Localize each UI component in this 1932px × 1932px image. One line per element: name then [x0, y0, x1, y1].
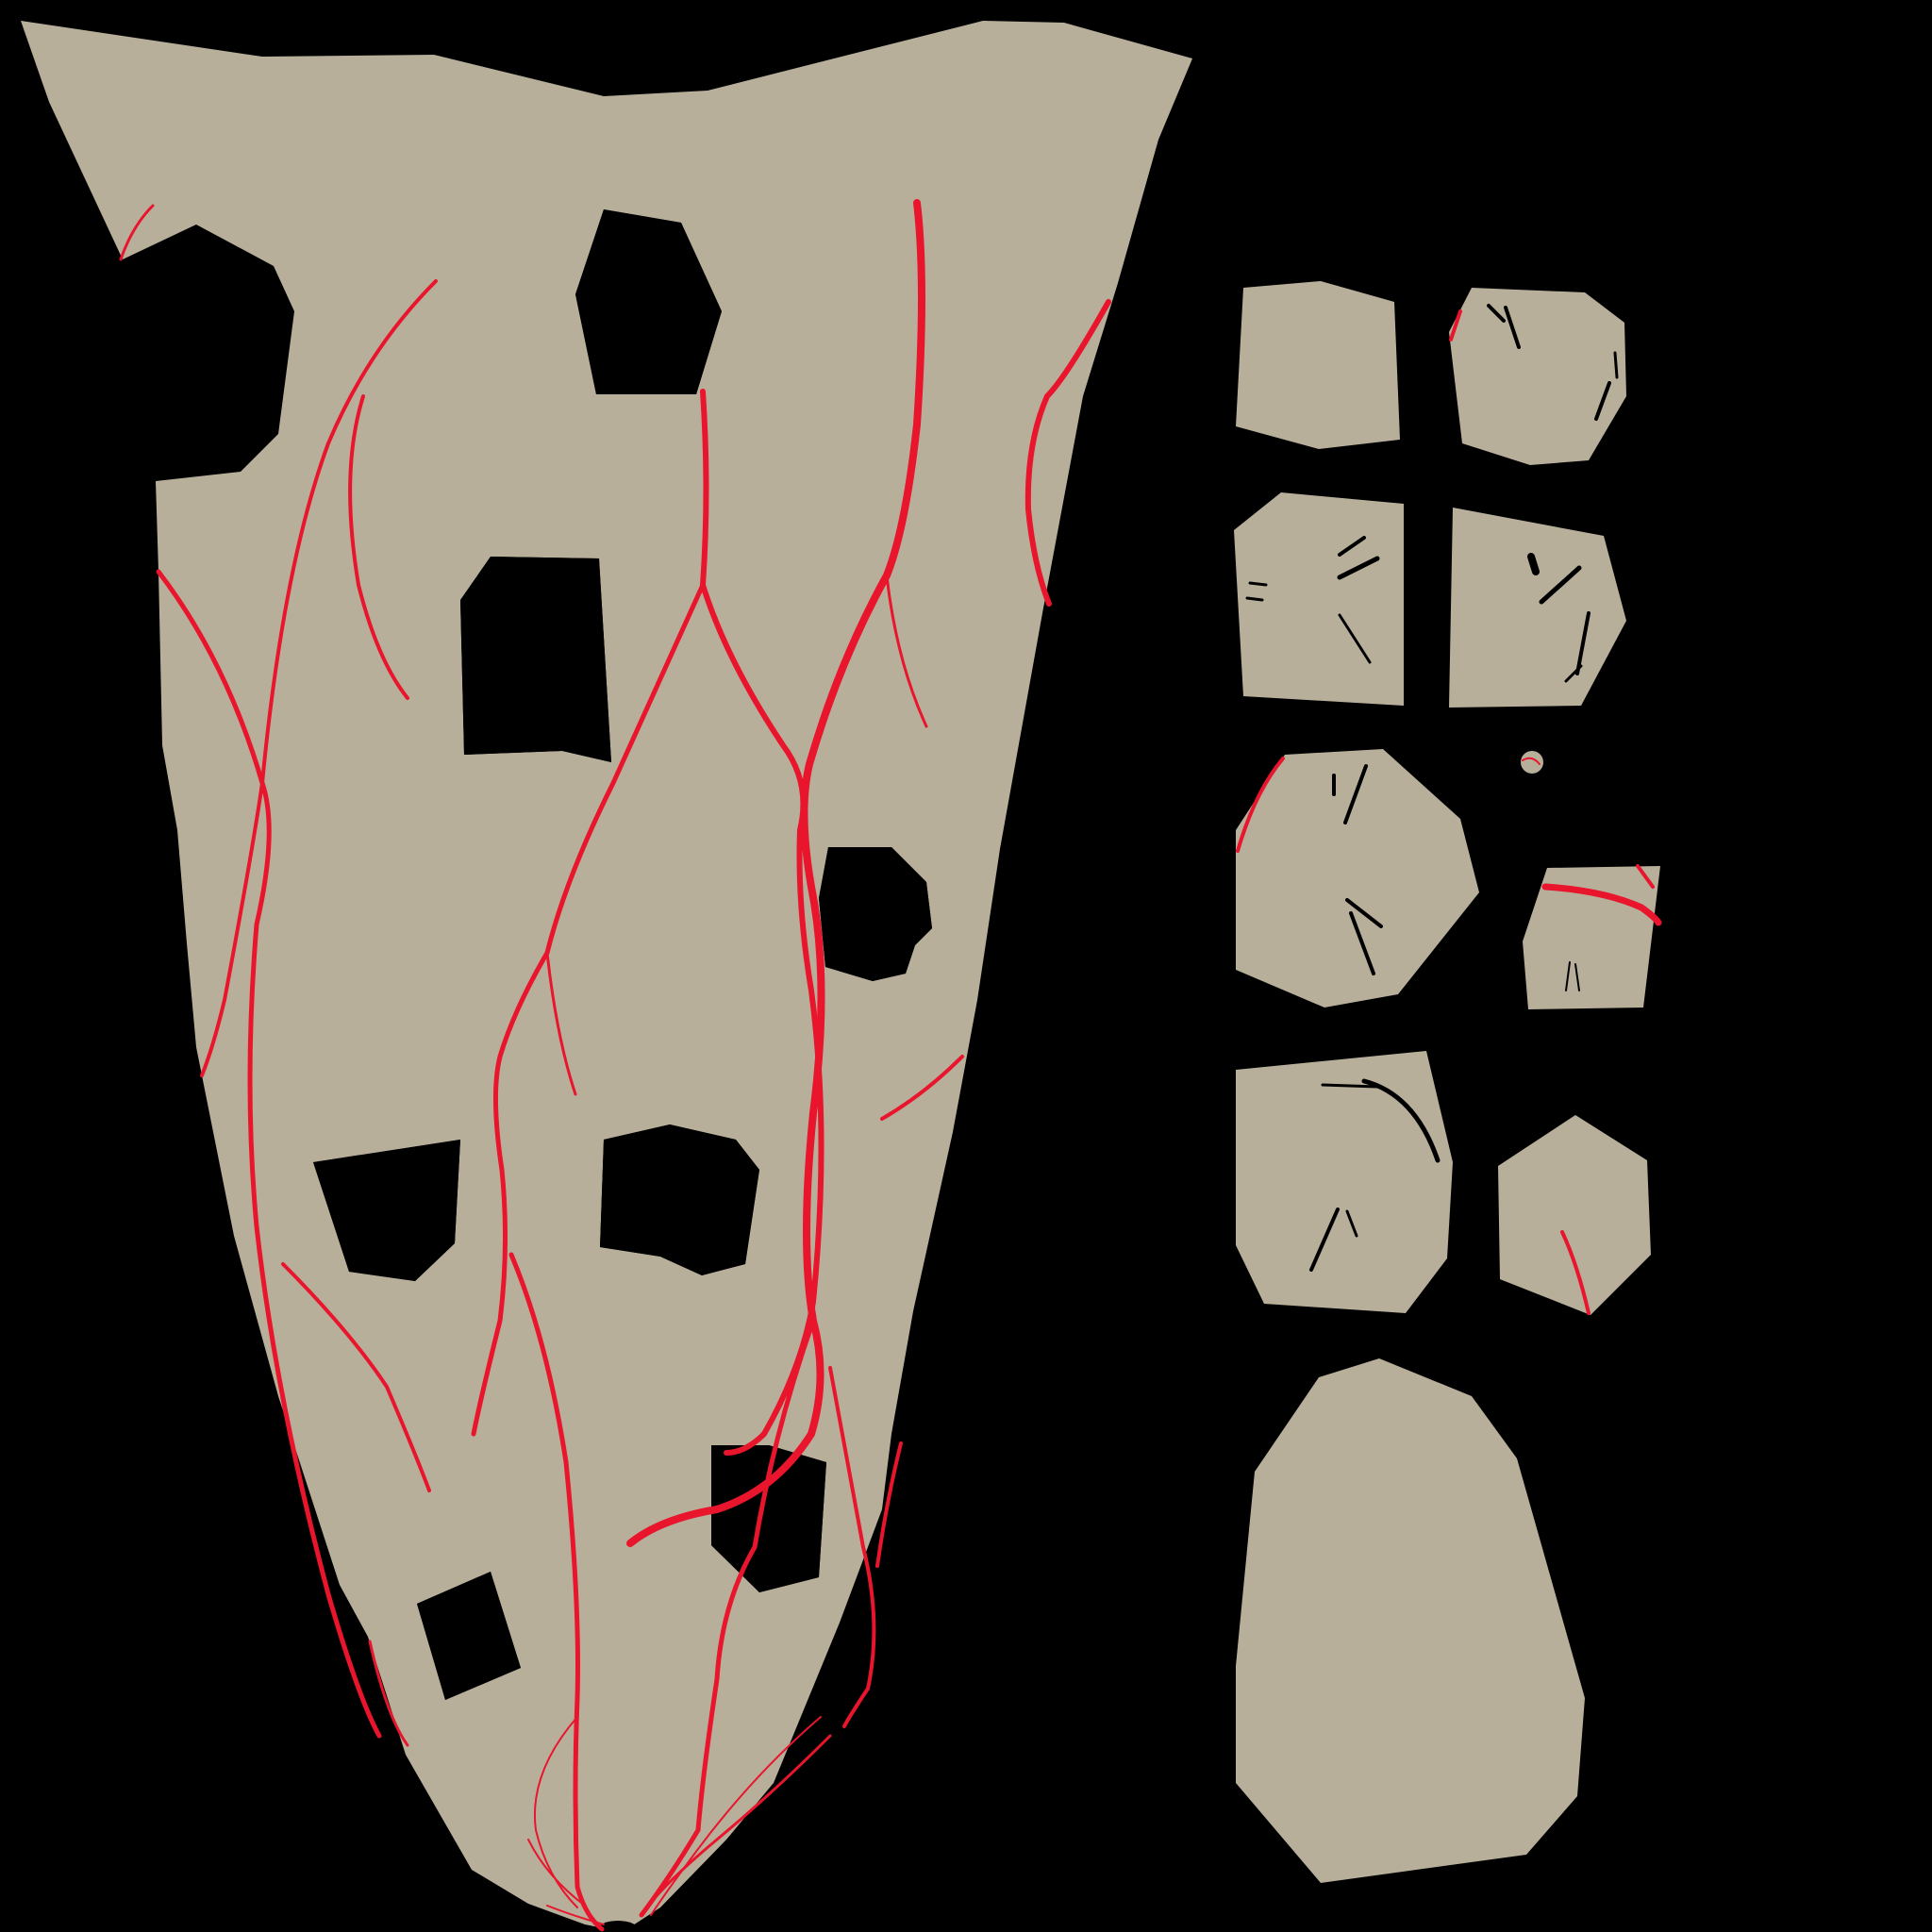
hole-tip [597, 1921, 639, 1932]
vein-center-left [471, 582, 706, 1437]
vein-left-long [156, 569, 382, 1739]
scratch-marks [1565, 961, 1580, 991]
scratch-marks [1527, 553, 1591, 683]
vein-lower-left-branch [281, 1262, 431, 1492]
patch-mid-right [1449, 508, 1626, 708]
vein-left-outer [200, 781, 264, 1077]
hole-hex-middle [600, 1124, 759, 1275]
vein-right-branch [885, 574, 928, 728]
edge-vein [1449, 309, 1462, 341]
patch-octagon [1236, 749, 1479, 1008]
patch-hexagon [1498, 1115, 1651, 1315]
vein-left-branch-inner [348, 394, 409, 700]
patch-top-right [1449, 288, 1626, 465]
patch-mid-left [1234, 492, 1404, 706]
vein-edge-right-upper [1024, 299, 1111, 607]
scratch-marks [1487, 304, 1619, 421]
edge-vein [1560, 1230, 1591, 1315]
vein-bottom-fan-right2 [650, 1716, 822, 1916]
hole-round-right [819, 847, 932, 981]
main-sheet-shape [21, 21, 1192, 1932]
vein-tip-left2 [546, 1905, 605, 1925]
patch-trapezoid [1523, 864, 1662, 1009]
scratch-marks [1332, 764, 1383, 975]
vein-edge-right-low [875, 1441, 903, 1568]
hole-top [575, 209, 722, 394]
vein-top-left-tick [119, 204, 155, 261]
dot-small [1521, 751, 1543, 774]
vein-network [119, 199, 1111, 1932]
vein-right-main [626, 199, 925, 1547]
vein-center-trunk-left [508, 1252, 605, 1932]
hole-pentagon-left [313, 1140, 460, 1281]
vein-tip-branch-a [534, 1716, 578, 1908]
main-sheet-island [21, 21, 1192, 1932]
vein-right-lower [828, 1366, 876, 1728]
hole-lower-left [417, 1572, 521, 1700]
patch-bottom-large [1236, 1358, 1585, 1883]
vein-tip-left [527, 1839, 586, 1907]
vein-bottom-fan-right [640, 1734, 832, 1917]
vein-edge-right-mid [880, 1055, 964, 1121]
vein-left-branch-up [260, 279, 438, 785]
hole-lower-right [711, 1445, 826, 1592]
edge-vein [1236, 757, 1285, 853]
vein-bottom-fan-left [368, 1640, 409, 1747]
scratch-marks [1309, 1078, 1441, 1272]
scratch-marks [1245, 536, 1380, 664]
edge-vein [1541, 883, 1662, 926]
vein-center-left2 [545, 951, 577, 1096]
patch-lower-left [1236, 1051, 1453, 1313]
patch-top-left [1236, 281, 1400, 449]
hole-rect-upper [460, 557, 611, 762]
edge-vein-corner [1636, 864, 1655, 889]
vein-right-trunk [639, 1318, 816, 1918]
